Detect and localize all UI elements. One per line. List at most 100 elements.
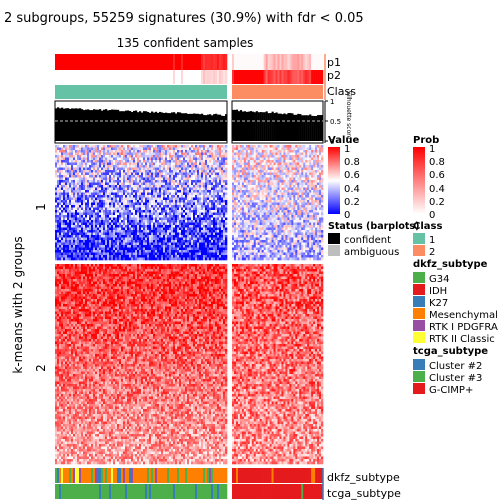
heatmap-cell (85, 207, 88, 211)
p2-cell (223, 70, 226, 84)
heatmap-cell (143, 180, 146, 183)
heatmap-cell (99, 182, 102, 186)
heatmap-cell (111, 207, 114, 211)
heatmap-cell (169, 155, 172, 158)
heatmap-cell (167, 147, 170, 151)
heatmap-cell (213, 220, 216, 223)
p2-cell (175, 70, 178, 84)
heatmap-cell (183, 177, 186, 181)
heatmap-cell (165, 192, 168, 196)
heatmap-cell (99, 207, 102, 211)
heatmap-cell (207, 217, 210, 221)
p1-cell (153, 54, 156, 70)
heatmap-cell (149, 217, 152, 221)
heatmap-cell (185, 175, 188, 178)
heatmap-cell (145, 175, 148, 178)
heatmap-cell (219, 252, 222, 256)
heatmap-cell (265, 177, 268, 181)
silhouette-bar (189, 113, 192, 141)
heatmap-cell (125, 192, 128, 196)
heatmap-cell (255, 177, 259, 181)
heatmap-cell (87, 257, 90, 261)
heatmap-cell (165, 160, 168, 163)
heatmap-cell (161, 150, 164, 153)
heatmap-cell (173, 247, 176, 251)
heatmap-cell (79, 200, 82, 203)
heatmap-cell (215, 162, 218, 166)
heatmap-cell (165, 242, 168, 246)
heatmap-cell (105, 170, 108, 173)
heatmap-cell (211, 167, 214, 171)
p2-cell (135, 70, 138, 84)
heatmap-cell (111, 225, 114, 228)
p2-cell (285, 70, 288, 84)
heatmap-cell (75, 185, 78, 188)
heatmap-cell (243, 145, 247, 148)
heatmap-cell (232, 170, 235, 173)
heatmap-cell (273, 155, 276, 158)
heatmap-cell (69, 162, 72, 166)
p1-cell (321, 54, 324, 70)
heatmap-cell (143, 167, 146, 171)
heatmap-cell (119, 157, 122, 161)
heatmap-cell (145, 252, 148, 256)
heatmap-cell (123, 182, 126, 186)
heatmap-cell (169, 257, 172, 261)
heatmap-cell (183, 172, 186, 176)
heatmap-cell (232, 145, 235, 148)
heatmap-cell (93, 240, 96, 243)
heatmap-cell (223, 247, 226, 251)
heatmap-cell (219, 220, 222, 223)
heatmap-cell (203, 247, 206, 251)
heatmap-cell (91, 217, 94, 221)
heatmap-cell (203, 257, 206, 261)
heatmap-cell (69, 227, 72, 231)
heatmap-cell (207, 255, 210, 258)
heatmap-cell (257, 155, 260, 158)
heatmap-cell (97, 180, 100, 183)
heatmap-cell (91, 207, 94, 211)
heatmap-cell (113, 195, 116, 198)
heatmap-cell (233, 160, 237, 163)
heatmap-cell (143, 192, 146, 196)
heatmap-cell (127, 192, 130, 196)
heatmap-cell (163, 220, 166, 223)
heatmap-cell (151, 197, 154, 201)
heatmap-cell (167, 232, 170, 236)
silhouette-bar (65, 108, 68, 141)
heatmap-cell (57, 222, 60, 226)
heatmap-cell (265, 155, 268, 158)
heatmap-cell (103, 150, 106, 153)
heatmap-cell (177, 145, 180, 148)
heatmap-cell (245, 145, 249, 148)
heatmap-cell (153, 172, 156, 176)
heatmap-cell (287, 160, 290, 163)
heatmap-cell (61, 250, 64, 253)
heatmap-cell (121, 160, 124, 163)
p2-cell (179, 70, 182, 84)
heatmap-cell (95, 192, 98, 196)
heatmap-cell (217, 230, 220, 233)
heatmap-cell (203, 177, 206, 181)
heatmap-cell (157, 240, 160, 243)
heatmap-cell (141, 167, 144, 171)
heatmap-cell (161, 187, 164, 191)
heatmap-cell (65, 197, 68, 201)
heatmap-cell (125, 212, 128, 216)
heatmap-cell (199, 187, 202, 191)
heatmap-cell (213, 155, 216, 158)
heatmap-cell (163, 195, 166, 198)
heatmap-cell (183, 232, 186, 236)
heatmap-cell (157, 257, 160, 261)
heatmap-cell (221, 185, 224, 188)
heatmap-cell (181, 225, 184, 228)
heatmap-cell (181, 190, 184, 193)
silhouette-bar (91, 110, 94, 141)
silhouette-bar (123, 111, 126, 141)
heatmap-cell (261, 162, 264, 166)
heatmap-cell (63, 197, 66, 201)
heatmap-cell (169, 210, 172, 213)
heatmap-cell (87, 145, 90, 148)
heatmap-cell (313, 165, 316, 168)
heatmap-cell (275, 170, 278, 173)
